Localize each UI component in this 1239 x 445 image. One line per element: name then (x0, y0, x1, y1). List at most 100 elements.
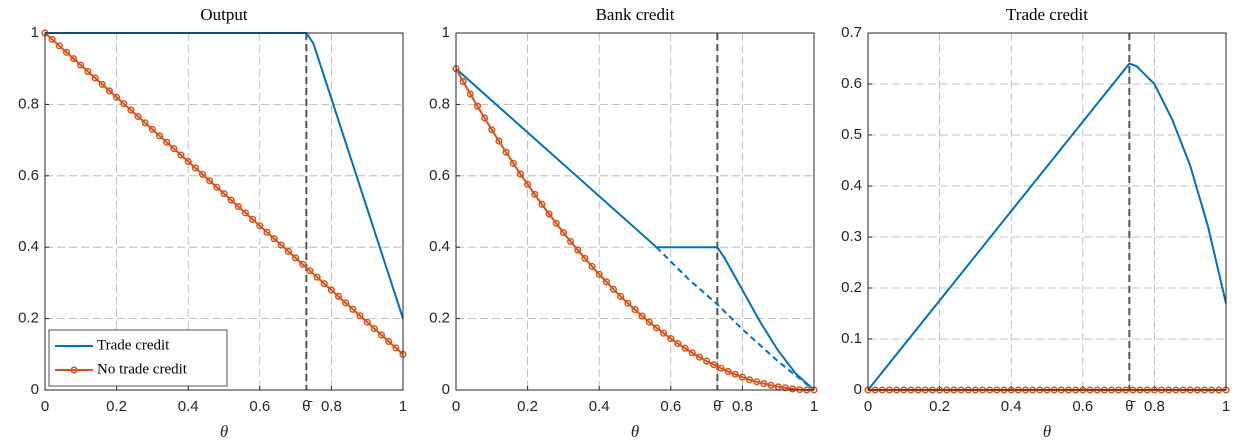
x-tick-label: 1 (1222, 398, 1230, 415)
y-tick-label: 0.2 (841, 279, 862, 296)
x-axis-label: θ (1043, 422, 1051, 441)
series-marker (220, 190, 228, 198)
x-tick-label: θ̄ (1125, 398, 1135, 415)
x-tick-label: 0 (41, 398, 49, 415)
series-marker (781, 384, 789, 392)
series-marker (163, 138, 171, 146)
y-tick-label: 0 (854, 381, 862, 398)
series-marker (767, 381, 775, 389)
plot-area (868, 33, 1226, 390)
x-axis-label: θ (220, 422, 228, 441)
panel: 0 0.2 0.4 0.6 θ̄ 0.8 1 0 0.1 0.2 0.3 0.4 0.5 0.6 0.7 Tr… (841, 5, 1230, 441)
x-tick-label: 0.6 (249, 398, 270, 415)
series-marker (567, 237, 575, 246)
y-tick-label: 0.6 (429, 167, 450, 184)
series-marker (385, 337, 393, 345)
series-marker (731, 370, 739, 378)
series-marker (98, 80, 106, 88)
series-marker (170, 145, 178, 153)
series-marker (241, 209, 250, 217)
x-tick-label: 0.6 (1072, 398, 1093, 415)
series-marker (674, 340, 682, 348)
series-marker (284, 247, 292, 256)
x-tick-label: 0.2 (929, 398, 950, 415)
x-tick-label: 0.4 (589, 398, 610, 415)
series-marker (48, 35, 56, 43)
x-tick-label: 0.4 (1001, 398, 1022, 415)
panel: 0 0.2 0.4 0.6 θ̄ 0.8 1 0 0.2 0.4 0.6 0.8 1 Output θ Tra… (18, 5, 407, 441)
series-marker (127, 106, 135, 114)
series-marker (70, 55, 78, 63)
series-marker (581, 254, 589, 262)
series-marker (377, 331, 386, 339)
series-marker (84, 68, 92, 76)
series-marker (466, 90, 474, 98)
series-marker (356, 312, 364, 320)
series-marker (335, 292, 343, 301)
x-tick-label: 0 (864, 398, 872, 415)
series-marker (660, 329, 668, 337)
x-tick-label: 0.4 (178, 398, 199, 415)
series-marker (349, 305, 357, 313)
series-marker (760, 380, 768, 388)
y-tick-label: 0.4 (429, 238, 450, 255)
x-tick-label: 0.6 (660, 398, 681, 415)
y-tick-label: 0.3 (841, 228, 862, 245)
series-marker (538, 200, 546, 208)
series-marker (645, 318, 653, 326)
series-line (867, 62, 1227, 391)
series-marker (62, 48, 71, 56)
series-marker (710, 361, 718, 369)
axes-box (44, 32, 404, 391)
series-marker (473, 102, 482, 110)
y-tick-label: 0.4 (18, 238, 39, 255)
series-marker (77, 61, 85, 69)
series-marker (746, 376, 754, 384)
legend-marker (70, 366, 78, 374)
x-tick-label: 0.8 (321, 398, 342, 415)
x-tick-label: θ̄ (713, 398, 723, 415)
series-marker (363, 318, 371, 326)
series-marker (688, 349, 696, 357)
series-marker (342, 299, 350, 307)
y-tick-label: 0.6 (841, 75, 862, 92)
x-tick-label: θ̄ (302, 398, 312, 415)
series-marker (738, 373, 746, 381)
series-marker (313, 273, 321, 281)
series-marker (191, 164, 199, 172)
x-tick-label: 0.2 (517, 398, 538, 415)
chart-title: Trade credit (1006, 5, 1088, 24)
series-marker (552, 219, 560, 227)
x-tick-label: 1 (399, 398, 407, 415)
series-marker (509, 159, 517, 167)
series-marker (105, 87, 113, 95)
legend: Trade credit No trade credit (48, 329, 228, 387)
series-marker (588, 262, 596, 271)
series-marker (788, 385, 797, 393)
series-marker (753, 378, 761, 386)
series-marker (631, 306, 639, 314)
series-marker (516, 170, 524, 178)
series-marker (392, 344, 400, 352)
series-marker (481, 114, 489, 122)
series-marker (609, 285, 618, 293)
y-tick-label: 0.2 (18, 310, 39, 327)
legend-box (48, 329, 228, 387)
series-marker (545, 210, 553, 218)
series-marker (263, 228, 271, 236)
series-marker (184, 157, 192, 166)
series-marker (717, 364, 725, 372)
y-tick-label: 0.8 (18, 95, 39, 112)
series-marker (624, 299, 632, 307)
series-marker (249, 215, 257, 223)
series-marker (559, 229, 567, 237)
axes-box (455, 32, 815, 391)
series-marker (617, 292, 625, 301)
chart-title: Output (200, 5, 248, 24)
chart-title: Bank credit (596, 5, 675, 24)
series-marker (306, 267, 314, 275)
y-tick-label: 0.8 (429, 95, 450, 112)
series-marker (602, 278, 610, 286)
series-marker (695, 353, 703, 361)
